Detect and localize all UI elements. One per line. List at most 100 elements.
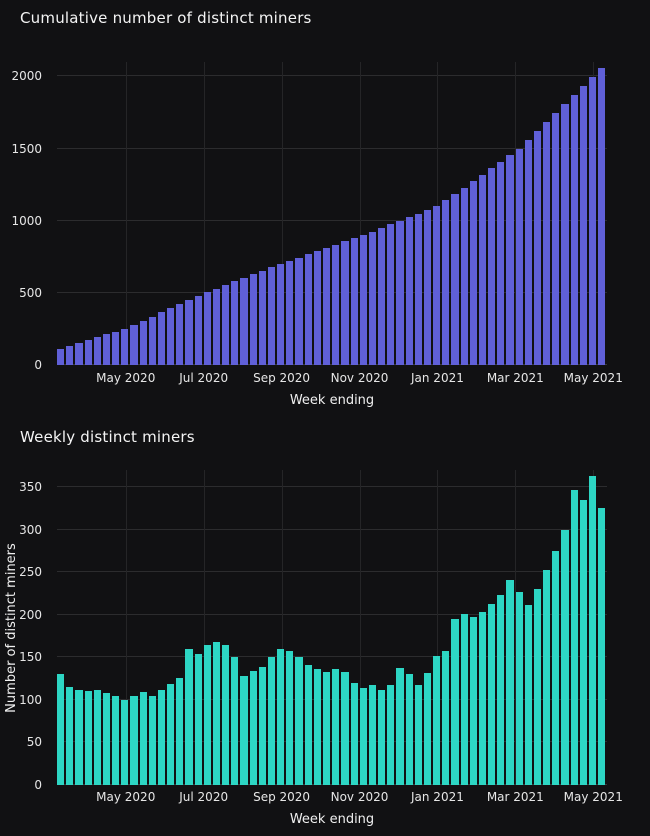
- bar: [423, 673, 432, 785]
- bar: [222, 644, 230, 785]
- y-gridline: [57, 147, 607, 149]
- bar: [93, 337, 101, 365]
- bar: [121, 699, 129, 785]
- bar: [588, 475, 597, 785]
- bar: [396, 668, 404, 785]
- y-gridline: [57, 528, 607, 530]
- y-gridline: [57, 613, 607, 615]
- x-tick-label: Jul 2020: [179, 371, 229, 385]
- x-tick-label: May 2020: [96, 790, 156, 804]
- bar: [515, 148, 523, 365]
- y-gridline: [57, 656, 607, 658]
- bar: [442, 651, 450, 785]
- bar: [414, 213, 422, 365]
- bar: [212, 288, 221, 365]
- bar: [368, 231, 377, 365]
- y-gridline: [57, 698, 607, 700]
- bar: [350, 238, 358, 365]
- bar: [322, 247, 331, 365]
- y-tick-label: 250: [19, 565, 42, 580]
- x-tick-label: Jan 2021: [410, 371, 464, 385]
- bar: [240, 277, 248, 365]
- x-tick-label: Mar 2021: [486, 790, 544, 804]
- cumulative-plot-area: [57, 62, 607, 365]
- y-tick-label: 2000: [11, 69, 42, 84]
- bar: [84, 691, 92, 785]
- y-gridline: [57, 571, 607, 573]
- y-gridline: [57, 75, 607, 77]
- bar: [102, 334, 111, 365]
- bar: [570, 489, 578, 785]
- bar: [414, 684, 422, 785]
- x-gridline: [437, 470, 439, 785]
- bar: [139, 320, 147, 365]
- cumulative-x-axis-title: Week ending: [289, 393, 375, 408]
- bar: [442, 200, 450, 365]
- bar: [506, 155, 514, 365]
- bar: [387, 684, 395, 785]
- x-gridline: [203, 470, 205, 785]
- bar: [203, 292, 211, 365]
- bar: [231, 281, 239, 365]
- bar: [277, 648, 285, 785]
- x-gridline: [125, 470, 127, 785]
- bar: [148, 316, 156, 365]
- bar: [167, 683, 175, 785]
- x-tick-label: Jan 2021: [410, 790, 464, 804]
- bar: [359, 687, 367, 785]
- bar: [451, 193, 459, 365]
- bar: [598, 67, 606, 365]
- weekly-chart-title: Weekly distinct miners: [20, 428, 195, 446]
- bar: [157, 689, 166, 785]
- bar: [478, 174, 487, 365]
- x-tick-label: May 2021: [563, 371, 623, 385]
- bar: [341, 241, 349, 365]
- bar: [130, 696, 138, 785]
- bar: [506, 579, 514, 785]
- bar: [130, 324, 138, 365]
- x-gridline: [359, 470, 361, 785]
- x-tick-label: Nov 2020: [330, 371, 389, 385]
- cumulative-y-axis: 0 500 1000 1500 2000: [0, 62, 50, 372]
- y-tick-label: 0: [34, 358, 42, 372]
- bar: [286, 651, 294, 785]
- bar: [139, 692, 147, 785]
- bar: [543, 122, 551, 365]
- bar: [212, 641, 221, 785]
- bar: [249, 670, 257, 785]
- bar: [277, 264, 285, 365]
- y-tick-label: 1500: [11, 141, 42, 156]
- bar: [66, 345, 74, 365]
- weekly-x-axis: May 2020 Jul 2020 Sep 2020 Nov 2020 Jan 2021…: [57, 790, 623, 806]
- bar: [267, 267, 276, 365]
- bar: [561, 104, 569, 365]
- y-tick-label: 200: [19, 607, 42, 622]
- bar: [497, 161, 505, 365]
- bar: [286, 260, 294, 365]
- bar: [194, 295, 202, 365]
- bar: [478, 612, 487, 785]
- bar: [368, 684, 377, 785]
- bar: [148, 695, 156, 785]
- bar: [112, 696, 120, 785]
- bar: [570, 95, 578, 365]
- x-tick-label: Jul 2020: [179, 790, 229, 804]
- y-tick-label: 100: [19, 692, 42, 707]
- bar: [258, 666, 266, 785]
- bar: [194, 653, 202, 785]
- x-tick-label: Sep 2020: [253, 790, 311, 804]
- bar: [222, 284, 230, 365]
- bar: [451, 619, 459, 785]
- bar: [524, 604, 532, 785]
- x-axis-zeroline: [57, 364, 607, 365]
- bar: [57, 349, 65, 365]
- bar: [359, 235, 367, 365]
- x-gridline: [281, 62, 283, 365]
- bar: [176, 677, 184, 785]
- y-gridline: [57, 291, 607, 293]
- y-tick-label: 0: [34, 778, 42, 792]
- bar: [378, 689, 386, 785]
- x-axis-zeroline: [57, 784, 607, 785]
- bar: [295, 257, 303, 365]
- x-gridline: [281, 470, 283, 785]
